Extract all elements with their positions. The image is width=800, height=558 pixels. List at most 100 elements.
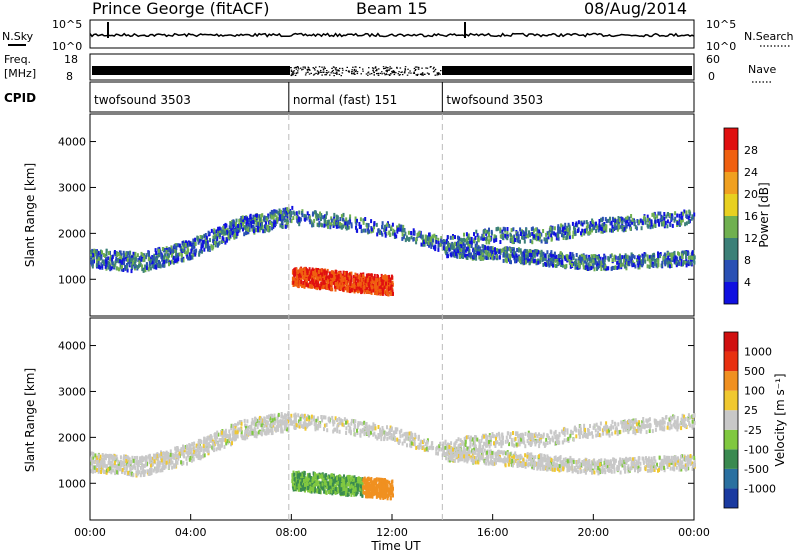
freq-dot — [435, 69, 437, 70]
echo-cell — [125, 459, 127, 463]
echo-cell — [592, 259, 594, 263]
echo-cell — [138, 463, 140, 467]
freq-dot — [393, 70, 395, 71]
echo-cell — [658, 223, 660, 227]
echo-cell — [102, 259, 104, 263]
echo-cell — [116, 267, 118, 271]
echo-cell — [271, 215, 273, 219]
echo-cell — [550, 261, 552, 265]
echo-cell — [540, 253, 542, 257]
freq-dot — [331, 68, 333, 69]
echo-cell — [200, 440, 202, 444]
freq-dot — [390, 73, 392, 74]
echo-cell — [214, 241, 216, 245]
y-tick-label: 1000 — [58, 273, 86, 286]
echo-cell — [447, 235, 449, 239]
echo-cell — [516, 248, 518, 252]
echo-cell — [578, 228, 580, 232]
echo-cell — [496, 254, 498, 258]
echo-cell — [146, 266, 148, 270]
freq-dot — [409, 70, 411, 71]
echo-cell — [329, 225, 331, 229]
echo-cell — [249, 425, 251, 429]
echo-cell — [127, 258, 129, 262]
echo-cell — [451, 243, 453, 247]
freq-dot — [297, 70, 299, 71]
echo-cell — [280, 210, 282, 214]
echo-cell — [513, 250, 515, 254]
echo-cell — [193, 446, 195, 450]
echo-cell — [193, 442, 195, 446]
echo-cell — [473, 232, 475, 236]
echo-cell — [454, 242, 456, 246]
echo-cell — [525, 260, 527, 264]
echo-cell — [252, 220, 254, 224]
echo-cell — [148, 456, 150, 460]
echo-cell — [193, 457, 195, 461]
echo-cell — [587, 224, 589, 228]
echo-cell — [370, 219, 372, 223]
echo-cell — [506, 236, 508, 240]
echo-cell — [308, 276, 310, 280]
freq-dot — [323, 69, 325, 70]
echo-cell — [326, 285, 328, 289]
echo-cell — [663, 223, 665, 227]
echo-cell — [525, 254, 527, 258]
echo-cell — [261, 431, 263, 435]
echo-cell — [271, 414, 273, 418]
echo-cell — [580, 231, 582, 235]
echo-cell — [189, 458, 191, 462]
freq-dot — [333, 75, 335, 76]
echo-cell — [146, 262, 148, 266]
echo-cell — [260, 226, 262, 230]
echo-cell — [433, 246, 435, 250]
echo-cell — [194, 238, 196, 242]
echo-cell — [520, 257, 522, 261]
echo-cell — [266, 415, 268, 419]
freq-dot — [292, 74, 294, 75]
echo-cell — [590, 258, 592, 262]
echo-cell — [222, 226, 224, 230]
echo-cell — [523, 236, 525, 240]
echo-cell — [304, 285, 306, 289]
echo-cell — [195, 249, 197, 253]
echo-cell — [554, 226, 556, 230]
freq-dot — [324, 74, 326, 75]
echo-cell — [413, 228, 415, 232]
echo-cell — [487, 236, 489, 240]
echo-cell — [174, 464, 176, 468]
echo-cell — [458, 437, 460, 441]
echo-cell — [148, 472, 150, 476]
echo-cell — [187, 256, 189, 260]
echo-cell — [110, 454, 112, 458]
echo-cell — [150, 467, 152, 471]
echo-cell — [665, 221, 667, 225]
freq-dot — [317, 74, 319, 75]
freq-dot — [389, 66, 391, 67]
echo-cell — [167, 452, 169, 456]
echo-cell — [274, 414, 276, 418]
echo-cell — [547, 261, 549, 265]
colorbar-tick-label: 16 — [744, 210, 758, 223]
echo-cell — [155, 265, 157, 269]
freq-dot — [374, 72, 376, 73]
echo-cell — [143, 269, 145, 273]
echo-cell — [264, 229, 266, 233]
echo-cell — [155, 248, 157, 252]
echo-cell — [223, 230, 225, 234]
echo-cell — [536, 253, 538, 257]
echo-cell — [357, 283, 359, 287]
echo-cell — [161, 458, 163, 462]
echo-cell — [107, 468, 109, 472]
echo-cell — [543, 252, 545, 256]
echo-cell — [227, 439, 229, 443]
echo-cell — [292, 216, 294, 220]
echo-cell — [309, 216, 311, 220]
echo-cell — [575, 223, 577, 227]
echo-cell — [525, 231, 527, 235]
echo-cell — [371, 285, 373, 289]
freq-dot — [402, 74, 404, 75]
echo-cell — [566, 235, 568, 239]
freq-dot — [296, 72, 298, 73]
freq-dot — [324, 67, 326, 68]
